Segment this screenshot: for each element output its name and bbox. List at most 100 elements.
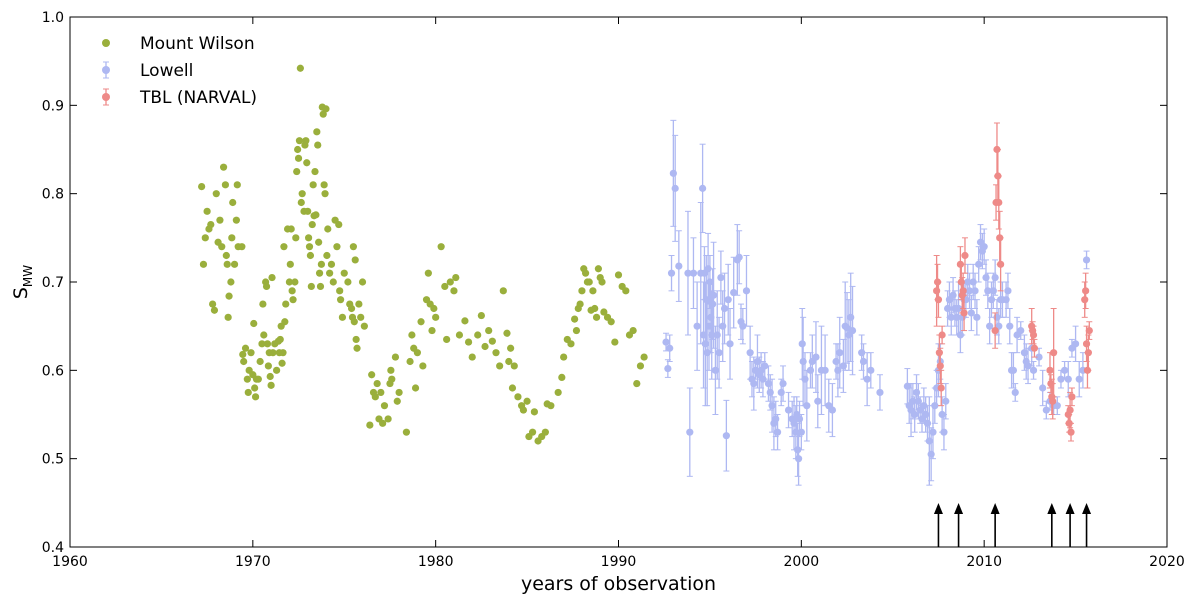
data-point [876,388,884,397]
data-point [281,318,289,326]
data-point [640,353,648,361]
data-point [368,371,376,379]
data-point [1066,406,1074,414]
data-point [259,300,267,308]
data-point [806,366,815,374]
data-point [768,402,776,410]
data-point [933,287,941,295]
data-point [984,287,992,295]
data-point [929,428,937,436]
data-point [746,349,754,357]
data-point [600,308,608,316]
data-point [686,428,694,436]
data-point [296,64,304,72]
data-point [1084,349,1092,357]
data-point [477,311,485,320]
data-point [455,331,464,339]
data-point [411,384,420,392]
data-point [355,300,363,308]
data-point [684,269,692,277]
y-tick-label: 0.7 [42,275,64,291]
data-point [294,145,302,154]
data-point [441,282,449,291]
data-point [949,291,957,299]
data-point [636,362,645,370]
data-point [719,322,727,330]
data-point [764,379,773,388]
data-point [293,167,301,176]
data-point [350,318,358,326]
data-point [794,455,803,463]
data-point [324,225,332,233]
data-point [863,375,871,383]
data-point [336,296,345,304]
data-point [308,220,316,229]
data-point [241,344,250,352]
data-point [278,359,286,367]
x-tick-label: 1960 [52,554,88,570]
data-point [1068,393,1076,401]
data-point [503,329,511,337]
data-point [581,269,590,277]
data-point [219,163,228,171]
data-point [244,388,252,397]
data-point [821,366,829,374]
data-point [1071,340,1080,348]
data-point [666,344,674,352]
data-point [307,282,315,291]
data-point [801,375,809,383]
data-point [499,287,507,295]
data-point [327,260,336,268]
data-point [258,340,266,348]
data-point [554,388,562,397]
data-point [221,181,230,189]
data-point [777,388,785,397]
data-point [388,375,396,383]
data-point [306,251,315,260]
data-point [761,362,769,370]
data-point [938,331,946,339]
data-point [347,304,356,313]
data-point [311,167,319,176]
data-point [1020,349,1028,357]
y-tick-label: 0.8 [42,187,64,203]
data-point [847,313,855,321]
data-point [452,273,460,282]
data-point [814,397,822,405]
data-point [629,326,637,335]
data-point [528,428,537,436]
data-point [1006,322,1014,330]
data-point [1039,384,1047,392]
data-point [622,287,630,295]
data-point [836,349,844,357]
legend: Mount Wilson Lowell TBL (NARVAL) [102,34,257,108]
data-point [592,313,601,321]
data-point [358,278,367,286]
data-point [279,349,287,357]
data-point [995,198,1003,207]
x-tick-label: 2000 [784,554,820,570]
y-tick-label: 0.5 [42,452,64,468]
data-point [251,384,259,392]
data-point [360,322,368,330]
legend-entry: TBL (NARVAL) [102,88,257,108]
epoch-arrow [1047,503,1057,547]
data-point [925,437,933,445]
legend-label: TBL (NARVAL) [139,88,257,108]
data-point [942,397,950,405]
legend-marker [102,39,110,47]
data-point [867,366,875,374]
epoch-arrow [990,503,1000,547]
data-point [292,234,300,242]
data-point [1057,375,1065,383]
data-point [349,243,357,251]
data-point [297,198,305,207]
data-point [973,313,981,321]
data-point [260,331,268,339]
data-point [286,260,294,268]
data-point [982,273,990,282]
data-point [922,410,930,419]
data-point [662,338,670,346]
data-point [289,296,297,304]
